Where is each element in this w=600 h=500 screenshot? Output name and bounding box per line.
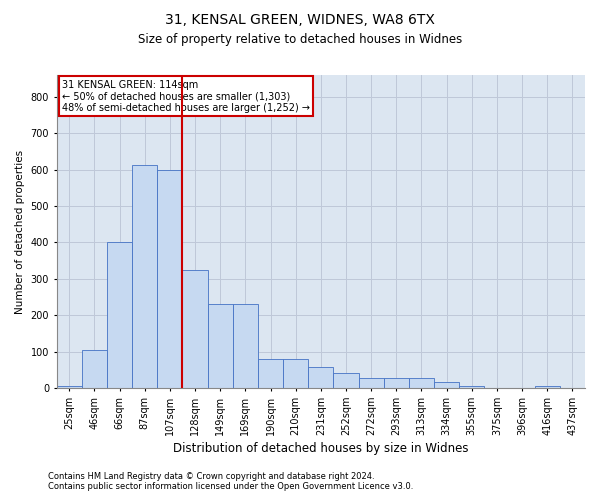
Y-axis label: Number of detached properties: Number of detached properties (15, 150, 25, 314)
Bar (132, 164, 157, 388)
Bar (82, 350, 107, 388)
Bar (535, 386, 560, 388)
Text: Contains public sector information licensed under the Open Government Licence v3: Contains public sector information licen… (48, 482, 413, 491)
Bar (56, 386, 82, 388)
Bar (182, 270, 208, 388)
Bar (384, 378, 409, 388)
Text: Size of property relative to detached houses in Widnes: Size of property relative to detached ho… (138, 32, 462, 46)
Bar (334, 374, 359, 388)
Bar (459, 386, 484, 388)
Bar (283, 359, 308, 388)
Bar (107, 242, 132, 388)
X-axis label: Distribution of detached houses by size in Widnes: Distribution of detached houses by size … (173, 442, 469, 455)
Bar (359, 378, 384, 388)
Bar (157, 170, 182, 388)
Bar (308, 367, 334, 388)
Text: 31 KENSAL GREEN: 114sqm
← 50% of detached houses are smaller (1,303)
48% of semi: 31 KENSAL GREEN: 114sqm ← 50% of detache… (62, 80, 310, 113)
Bar (233, 304, 258, 388)
Bar (409, 378, 434, 388)
Text: Contains HM Land Registry data © Crown copyright and database right 2024.: Contains HM Land Registry data © Crown c… (48, 472, 374, 481)
Bar (258, 359, 283, 388)
Bar (434, 382, 459, 388)
Text: 31, KENSAL GREEN, WIDNES, WA8 6TX: 31, KENSAL GREEN, WIDNES, WA8 6TX (165, 12, 435, 26)
Bar (208, 304, 233, 388)
